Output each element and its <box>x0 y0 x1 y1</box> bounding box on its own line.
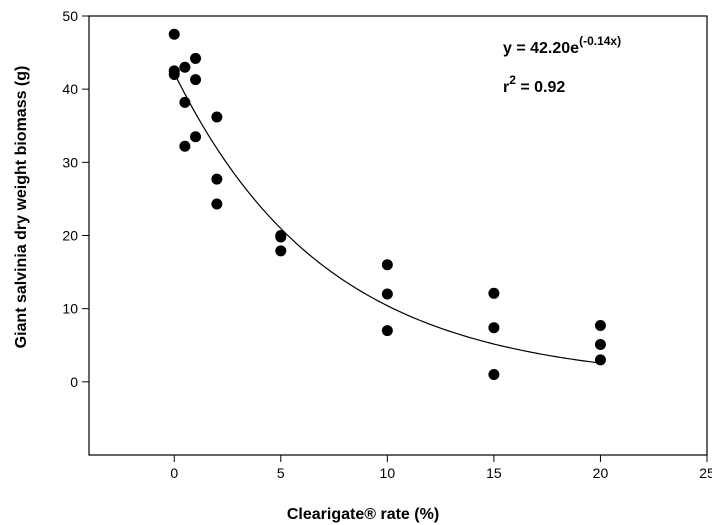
r-squared: r2 = 0.92 <box>503 73 565 96</box>
data-point <box>168 28 180 40</box>
x-axis-title: Clearigate® rate (%) <box>287 506 439 523</box>
x-tick-label: 20 <box>593 465 609 481</box>
data-point <box>381 288 393 300</box>
plot-area: 0 5 10 15 20 25 0 10 20 30 40 50 <box>62 8 712 481</box>
data-point <box>594 339 606 351</box>
data-point <box>381 325 393 337</box>
data-point <box>275 231 287 243</box>
data-point <box>275 245 287 257</box>
fit-equation: y = 42.20e(-0.14x) <box>503 34 621 57</box>
data-point <box>190 131 202 143</box>
data-point <box>488 369 500 381</box>
data-point <box>488 322 500 334</box>
data-point <box>168 69 180 81</box>
y-tick-label: 30 <box>62 154 78 170</box>
r-squared-value: = 0.92 <box>516 79 565 96</box>
y-tick-label: 20 <box>62 228 78 244</box>
data-point <box>211 111 223 123</box>
x-tick-label: 25 <box>699 465 712 481</box>
y-tick-label: 10 <box>62 301 78 317</box>
y-axis-title: Giant salvinia dry weight biomass (g) <box>13 66 30 349</box>
x-tick-label: 10 <box>380 465 396 481</box>
data-point <box>381 259 393 271</box>
y-tick-label: 0 <box>70 374 78 390</box>
fit-equation-exponent: (-0.14x) <box>579 34 621 48</box>
x-tick-label: 0 <box>170 465 178 481</box>
plot-frame <box>88 15 708 456</box>
data-point <box>211 198 223 210</box>
data-point <box>594 319 606 331</box>
y-tick-label: 40 <box>62 81 78 97</box>
data-point <box>211 173 223 185</box>
fit-curve <box>173 72 601 364</box>
data-point <box>594 354 606 366</box>
data-point <box>190 52 202 64</box>
data-point <box>190 74 202 86</box>
x-tick-label: 15 <box>486 465 502 481</box>
data-point <box>179 96 191 108</box>
data-point <box>488 287 500 299</box>
r-squared-exponent: 2 <box>509 73 516 87</box>
x-tick-label: 5 <box>277 465 285 481</box>
fit-equation-base: y = 42.20e <box>503 40 579 57</box>
r-squared-base: r <box>503 79 509 96</box>
data-points <box>168 28 606 381</box>
axis-ticks: 0 5 10 15 20 25 0 10 20 30 40 50 <box>62 8 712 481</box>
data-point <box>179 140 191 152</box>
y-tick-label: 50 <box>62 8 78 24</box>
data-point <box>179 61 191 73</box>
